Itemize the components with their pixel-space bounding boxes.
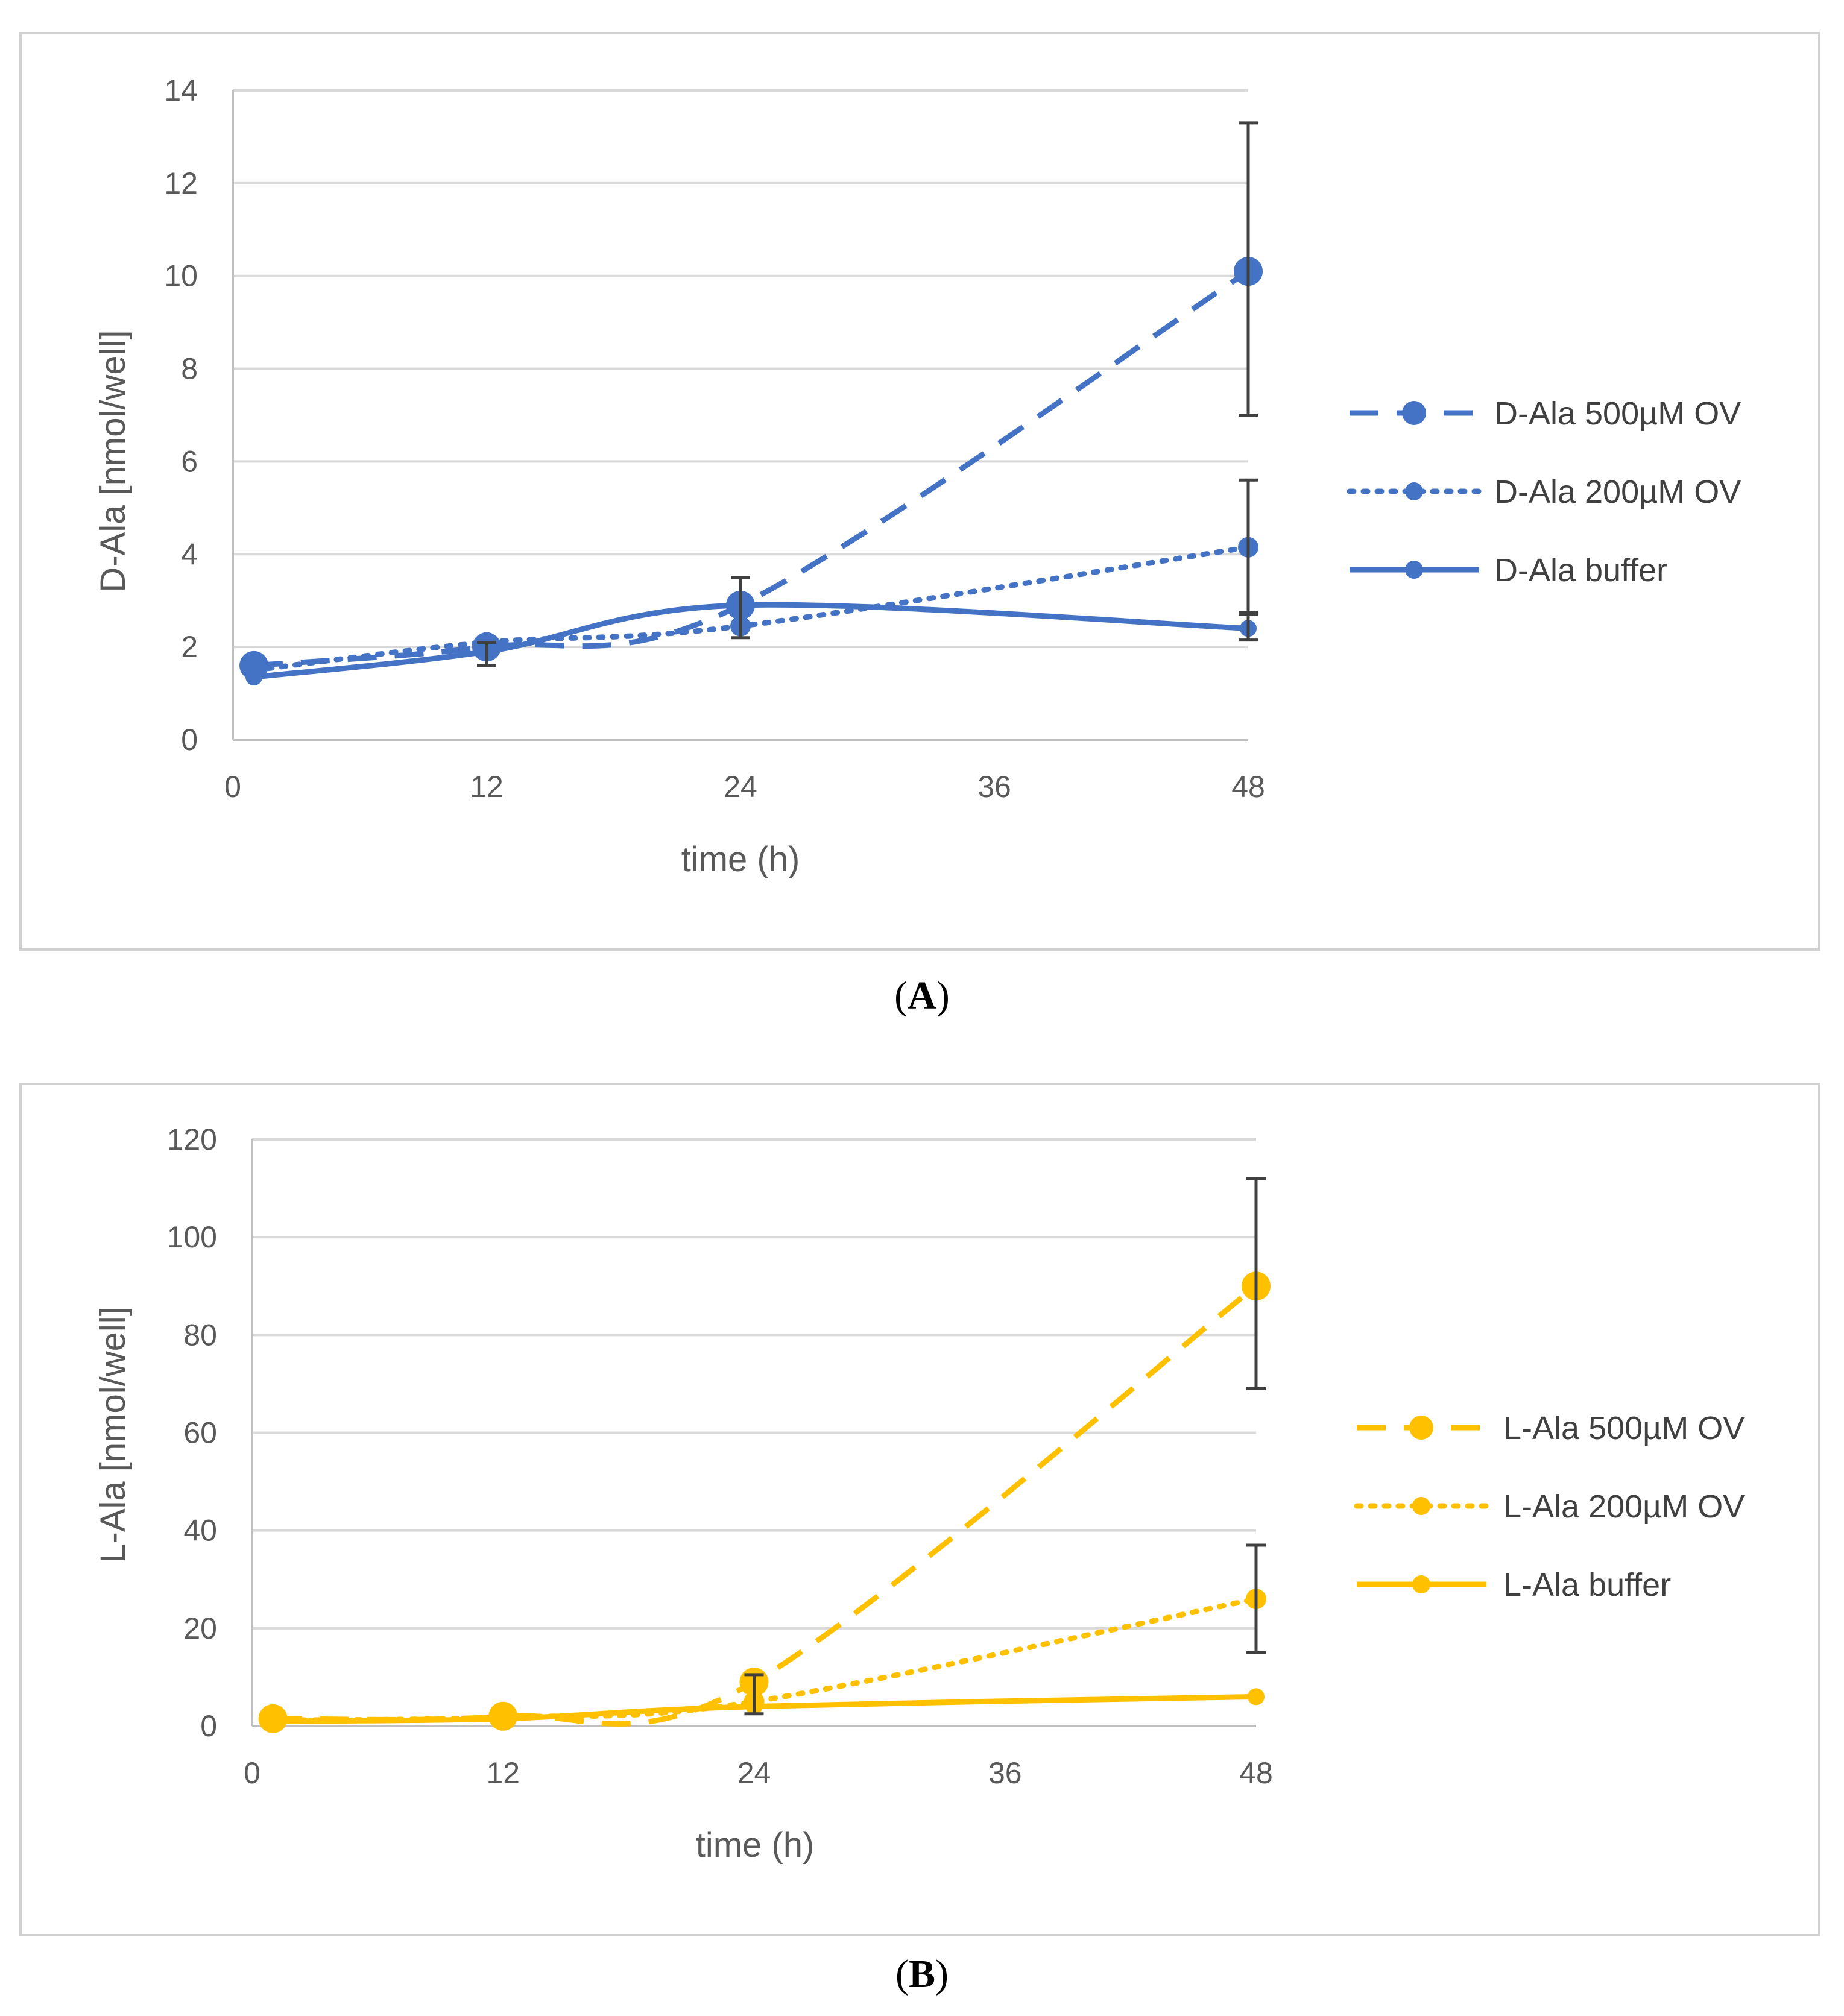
tick-labels-b: 0 20 40 60 80 100 120 0 12 24 36 48 <box>167 1123 1273 1790</box>
data-point <box>264 1712 282 1730</box>
gridlines-b <box>251 1138 1256 1727</box>
y-axis-title-b: L-Ala [nmol/well] <box>93 1306 133 1563</box>
legend-b: L-Ala 500µM OV L-Ala 200µM OV L-Ala buffer <box>1354 1410 1745 1603</box>
caption-b-label: B <box>909 1952 935 1996</box>
y-tick-label: 0 <box>181 723 198 757</box>
y-tick-label: 6 <box>181 444 198 478</box>
y-tick-label: 100 <box>167 1220 217 1254</box>
legend-entry: L-Ala buffer <box>1357 1567 1671 1603</box>
data-point <box>1248 1688 1265 1706</box>
y-axis-title-a: D-Ala [nmol/well] <box>93 330 133 592</box>
x-tick-label: 24 <box>724 770 757 804</box>
legend-marker <box>1402 401 1426 425</box>
caption-a-label: A <box>908 974 936 1018</box>
legend-marker <box>1412 1497 1430 1515</box>
error-bar <box>744 1673 764 1716</box>
y-tick-label: 10 <box>164 259 198 293</box>
legend-entry: D-Ala buffer <box>1350 552 1667 588</box>
x-axis-title-a: time (h) <box>681 840 800 879</box>
error-bar <box>731 576 750 640</box>
x-tick-label: 0 <box>224 770 241 804</box>
y-tick-label: 14 <box>164 74 198 107</box>
x-axis-title-b: time (h) <box>696 1825 815 1865</box>
legend-label: L-Ala buffer <box>1503 1567 1671 1603</box>
error-bar <box>1239 613 1258 642</box>
chart-frame-a <box>19 32 1820 951</box>
chart-frame-b <box>19 1083 1820 1936</box>
caption-b: (B) <box>895 1952 949 1996</box>
legend-label: D-Ala 500µM OV <box>1494 395 1741 432</box>
error-bar <box>1239 478 1258 614</box>
y-tick-label: 80 <box>183 1318 217 1352</box>
y-tick-label: 12 <box>164 166 198 200</box>
legend-marker <box>1405 482 1423 500</box>
series-line <box>253 602 1249 680</box>
legend-entry: L-Ala 500µM OV <box>1357 1410 1745 1446</box>
legend-entry: L-Ala 200µM OV <box>1354 1488 1745 1525</box>
error-bar <box>1246 1543 1266 1654</box>
x-tick-label: 12 <box>486 1756 520 1790</box>
series-line <box>273 1693 1257 1724</box>
legend-marker <box>1409 1416 1433 1440</box>
legend-label: L-Ala 500µM OV <box>1503 1410 1745 1446</box>
y-tick-label: 2 <box>181 630 198 664</box>
series-a <box>239 257 1263 686</box>
chart-panel-b: 0 20 40 60 80 100 120 0 12 24 36 48 time (h) L-Ala … <box>19 1083 1820 1936</box>
data-point <box>494 1710 512 1727</box>
x-tick-label: 36 <box>988 1756 1022 1790</box>
legend-marker <box>1412 1575 1430 1593</box>
error-bar <box>477 640 496 667</box>
caption-a: (A) <box>894 974 950 1018</box>
y-tick-label: 60 <box>183 1416 217 1450</box>
legend-label: L-Ala 200µM OV <box>1503 1488 1745 1525</box>
y-tick-label: 0 <box>200 1709 217 1743</box>
legend-label: D-Ala buffer <box>1494 552 1667 588</box>
y-tick-label: 4 <box>181 537 198 571</box>
x-tick-label: 24 <box>737 1756 771 1790</box>
error-bar <box>1239 121 1258 417</box>
x-tick-label: 48 <box>1231 770 1265 804</box>
x-tick-label: 0 <box>244 1756 260 1790</box>
y-tick-label: 20 <box>183 1611 217 1645</box>
y-tick-label: 40 <box>183 1514 217 1548</box>
legend-marker <box>1405 561 1423 579</box>
legend-entry: D-Ala 200µM OV <box>1347 474 1741 510</box>
y-tick-label: 120 <box>167 1123 217 1156</box>
x-tick-label: 48 <box>1239 1756 1273 1790</box>
error-bars-a <box>477 121 1258 667</box>
data-point <box>245 669 263 686</box>
x-tick-label: 36 <box>977 770 1011 804</box>
error-bars-b <box>744 1177 1266 1716</box>
series-line <box>273 1284 1258 1727</box>
legend-label: D-Ala 200µM OV <box>1494 474 1741 510</box>
series-line <box>253 269 1250 669</box>
legend-entry: D-Ala 500µM OV <box>1350 395 1741 432</box>
series-line <box>251 544 1251 673</box>
y-tick-label: 8 <box>181 352 198 386</box>
error-bar <box>1246 1177 1266 1391</box>
legend-a: D-Ala 500µM OV D-Ala 200µM OV D-Ala buffer <box>1347 395 1741 588</box>
x-tick-label: 12 <box>470 770 504 804</box>
gridlines-a <box>232 89 1248 741</box>
